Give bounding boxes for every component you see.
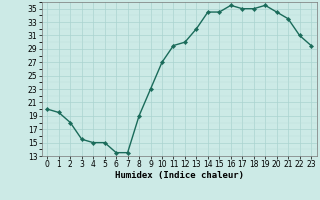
- X-axis label: Humidex (Indice chaleur): Humidex (Indice chaleur): [115, 171, 244, 180]
